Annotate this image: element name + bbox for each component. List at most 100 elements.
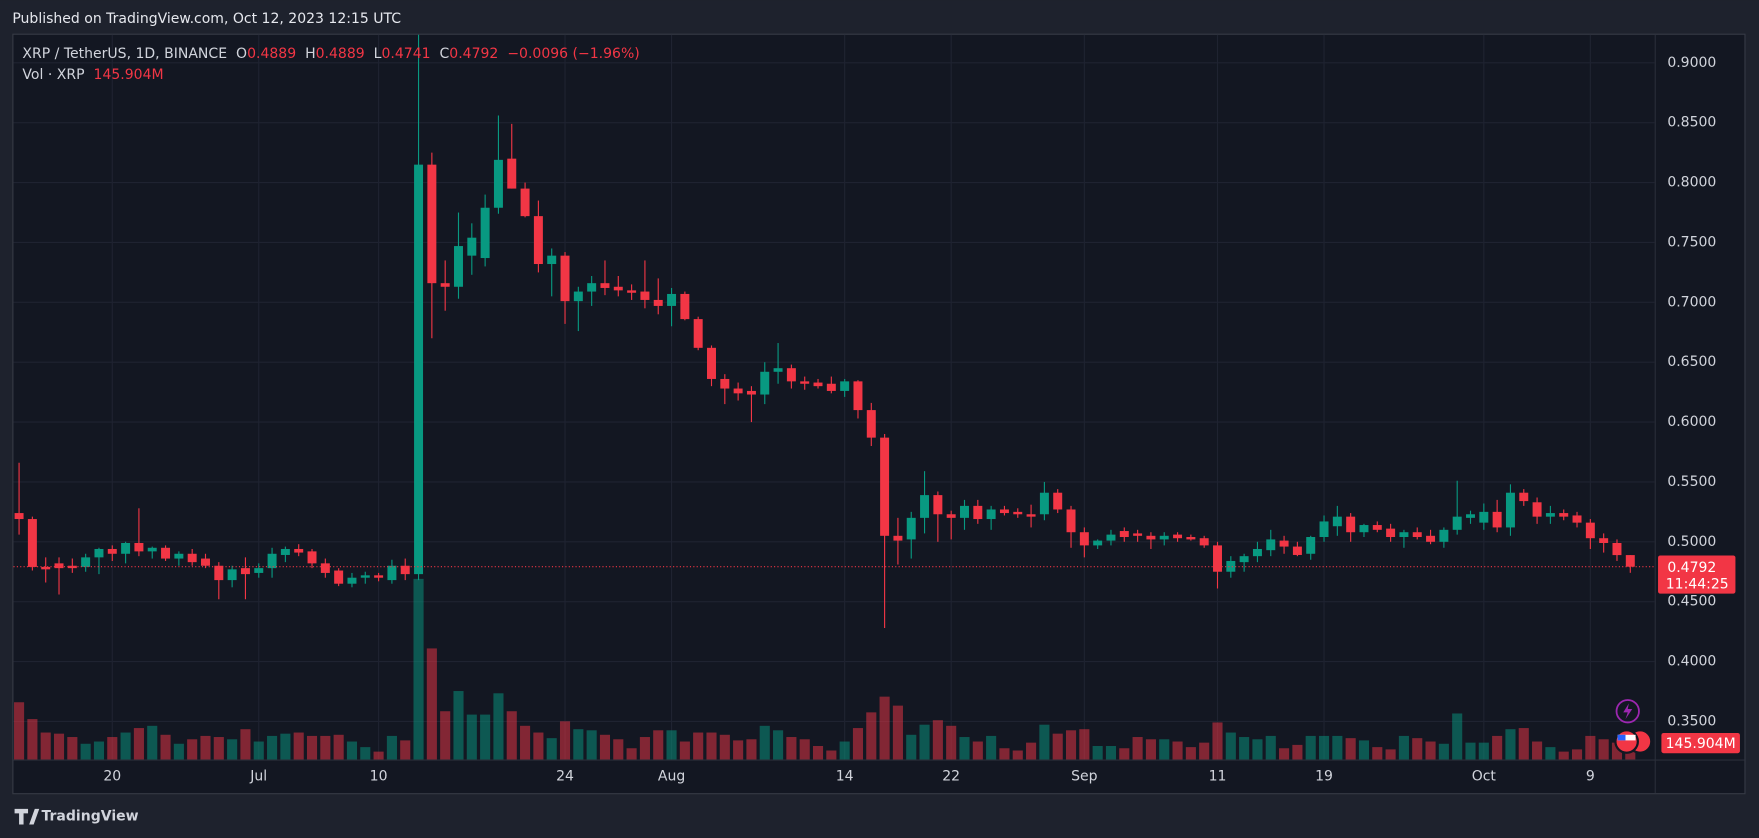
volume-bar [267,735,278,760]
candle-body [786,368,796,382]
candle-body [1359,525,1369,533]
candle-body [1372,525,1382,530]
candle-body [107,548,117,554]
candle-body [454,246,463,287]
candle-body [1306,537,1316,554]
candle-body [134,542,144,552]
volume-bar [1372,747,1383,760]
candle-body [1439,529,1449,542]
volume-bar [919,724,930,760]
volume-bar [1039,724,1050,760]
candle-body [187,553,197,563]
candle-body [906,517,916,540]
legend: XRP / TetherUS, 1D, BINANCE O0.4889 H0.488… [22,46,639,62]
candle-body [1106,534,1116,541]
candle-body [880,437,890,536]
volume-bar [280,733,291,760]
change: −0.0096 (−1.96%) [507,46,639,62]
candle-body [1039,492,1049,515]
candle-body [81,557,91,567]
candle-body [507,158,517,189]
volume-bar [906,734,917,760]
close-value: 0.4792 [449,46,498,62]
volume-bar [40,732,51,760]
candle-body [1519,492,1529,502]
candle-body [27,519,37,567]
volume-bar [866,712,877,760]
candle-body [587,283,597,292]
volume-bar [1385,749,1396,760]
volume-bar [972,741,983,760]
volume-bar [187,739,198,760]
volume-bar [879,696,890,760]
volume-badge [1661,733,1740,754]
volume-bar [799,739,810,760]
volume-bar [1518,728,1529,760]
volume-bar [373,751,384,760]
candle-body [1559,513,1569,517]
volume-bar [959,737,970,760]
axes: 0.3500 0.4000 0.4500 0.5000 0.5500 0.6000 0.65… [103,55,1716,784]
volume-bar [559,721,571,760]
volume-bar [480,714,491,760]
volume-bar [586,730,597,760]
volume-bar [1265,735,1276,760]
candle-body [307,551,317,564]
x-tick-label: Sep [1071,768,1098,784]
volume-bar [80,743,91,760]
volume-bar [1332,735,1343,760]
volume-bar [573,729,584,760]
y-tick-label: 0.5000 [1667,534,1716,550]
candle-body [1079,532,1089,546]
volume-bar [1478,742,1489,760]
candle-body [1505,492,1515,528]
volume-bar [626,748,637,760]
volume-bar [786,737,797,760]
brand-logo [14,808,40,825]
candle-body [1213,545,1222,572]
volume-bar [826,750,837,760]
candle-body [613,286,623,291]
x-tick-label: 24 [556,768,574,784]
candle-body [294,548,304,553]
event-icon[interactable] [1615,699,1640,724]
candle-body [1093,540,1103,546]
flag-icon[interactable] [1614,729,1639,754]
volume-bar [1545,747,1556,760]
candle-body [999,509,1009,514]
volume-bar [346,741,358,760]
candle-body [547,255,557,265]
x-tick-label: 14 [836,768,854,784]
candle-body [866,410,876,438]
volume-bar [253,741,264,760]
candle-body [440,283,450,287]
candle-body [374,575,384,578]
candle-body [1292,546,1302,555]
volume-bar [1026,742,1037,760]
volume-bar [360,747,371,760]
volume-bar [759,725,770,760]
candle-body [1013,511,1023,515]
y-tick-label: 0.7500 [1667,234,1716,250]
x-tick-label: 22 [942,768,960,784]
candle-body [1532,502,1542,517]
volume-bar [1532,741,1543,760]
candle-body [826,383,836,391]
candle-body [1346,516,1356,533]
candle-body [227,569,237,581]
candle-body [760,371,770,395]
candle-body [94,548,104,558]
candle-body [254,568,264,573]
candle-body [334,570,344,584]
candle-body [1186,537,1196,540]
volume-bar [639,737,650,760]
y-tick-label: 0.4000 [1667,654,1716,670]
x-tick-label: Oct [1472,768,1497,784]
ohlc-label: L [374,46,382,62]
volume-bar [213,737,224,760]
volume-bar [1398,735,1409,760]
volume-bar [1185,747,1196,760]
volume-bar [1212,722,1223,760]
volume-bar [1052,733,1063,760]
flag-stripe [1617,734,1636,741]
